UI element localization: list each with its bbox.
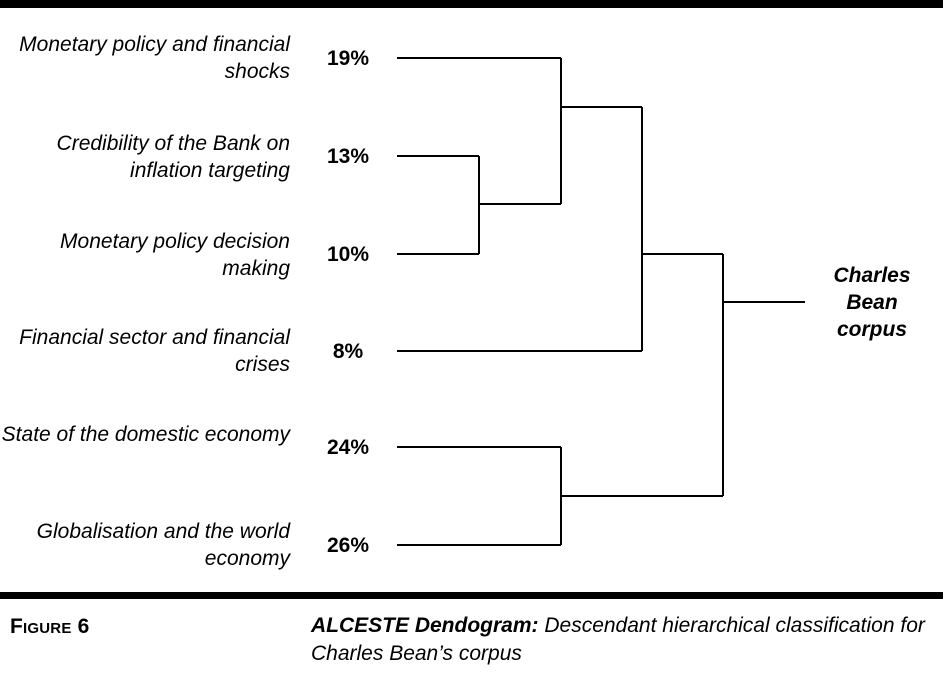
cluster-label-1: Monetary policy and financial shocks [19, 33, 290, 83]
cluster-pct-2: 13% [326, 145, 370, 168]
bottom-rule [0, 592, 943, 599]
cluster-pct-5: 24% [326, 436, 370, 459]
cluster-label-2: Credibility of the Bank on inflation tar… [56, 132, 290, 182]
cluster-pct-4: 8% [332, 340, 364, 363]
cluster-pct-6: 26% [326, 534, 370, 557]
cluster-label-3: Monetary policy decision making [60, 230, 290, 280]
cluster-pct-1: 19% [326, 47, 370, 70]
figure-number: Figure 6 [10, 615, 90, 638]
figure-caption: ALCESTE Dendogram: Descendant hierarchic… [311, 612, 931, 668]
caption-text: Descendant hierarchical classification f… [311, 614, 925, 665]
root-label: Charles Bean corpus [833, 264, 911, 341]
cluster-pct-3: 10% [326, 243, 370, 266]
cluster-label-5: State of the domestic economy [1, 423, 290, 446]
top-rule [0, 0, 943, 8]
cluster-label-4: Financial sector and financial crises [19, 326, 290, 376]
caption-title: ALCESTE Dendogram: [311, 614, 539, 637]
cluster-label-6: Globalisation and the world economy [36, 520, 290, 570]
